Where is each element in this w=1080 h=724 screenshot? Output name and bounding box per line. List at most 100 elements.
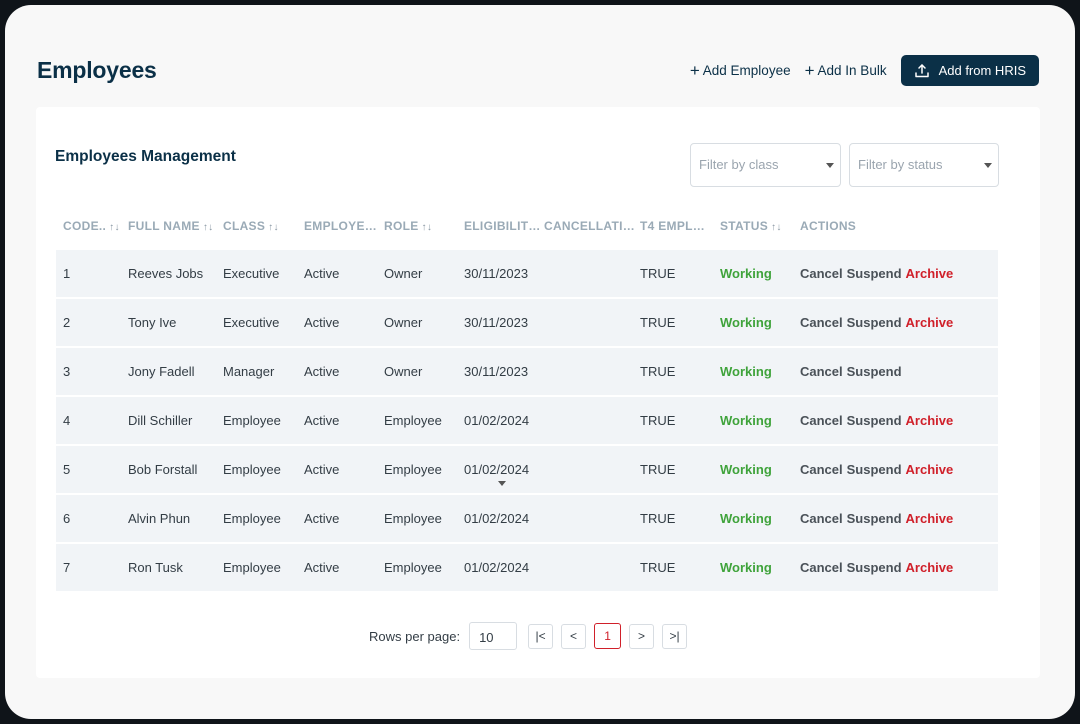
- cell-code: 5: [63, 462, 71, 477]
- table-row[interactable]: 2 Tony Ive Executive Active Owner 30/11/…: [56, 299, 998, 346]
- cancel-button[interactable]: Cancel: [800, 560, 843, 575]
- sort-icon: ↑↓: [109, 222, 120, 233]
- add-in-bulk-label: Add In Bulk: [817, 63, 887, 78]
- cell-employment: Active: [304, 315, 340, 330]
- cancel-button[interactable]: Cancel: [800, 462, 843, 477]
- suspend-button[interactable]: Suspend: [846, 560, 902, 575]
- app-window: Employees + Add Employee + Add In Bulk A…: [5, 5, 1075, 719]
- column-header-status[interactable]: STATUS ↑↓: [720, 219, 782, 233]
- cell-employment: Active: [304, 560, 340, 575]
- status-badge: Working: [720, 511, 772, 526]
- add-employee-button[interactable]: + Add Employee: [690, 56, 791, 86]
- page-title: Employees: [37, 57, 157, 83]
- cell-t4: TRUE: [640, 511, 676, 526]
- cell-role: Employee: [384, 413, 442, 428]
- column-header-role[interactable]: ROLE ↑↓: [384, 219, 433, 233]
- suspend-button[interactable]: Suspend: [846, 266, 902, 281]
- cancel-button[interactable]: Cancel: [800, 511, 843, 526]
- cell-actions: Cancel Suspend Archive: [800, 266, 957, 281]
- sort-icon: ↑↓: [771, 222, 782, 233]
- rows-per-page-label: Rows per page:: [369, 628, 461, 644]
- cell-code: 2: [63, 315, 71, 330]
- status-badge: Working: [720, 462, 772, 477]
- column-header-full-name[interactable]: FULL NAME ↑↓: [128, 219, 214, 233]
- caret-down-icon: [826, 163, 834, 168]
- cancel-button[interactable]: Cancel: [800, 266, 843, 281]
- rows-per-page-input[interactable]: 10: [469, 622, 518, 650]
- cell-code: 1: [63, 266, 71, 281]
- column-header-employment[interactable]: EMPLOYE…: [304, 219, 378, 233]
- cell-eligibility: 01/02/2024: [464, 462, 530, 477]
- next-page-button[interactable]: >: [629, 623, 655, 649]
- cell-t4: TRUE: [640, 462, 676, 477]
- chevron-left-icon: <: [570, 629, 578, 643]
- add-from-hris-button[interactable]: Add from HRIS: [900, 55, 1039, 86]
- add-in-bulk-button[interactable]: + Add In Bulk: [805, 56, 887, 86]
- cell-class: Employee: [223, 560, 281, 575]
- previous-page-button[interactable]: <: [561, 623, 587, 649]
- column-header-actions: ACTIONS: [800, 219, 857, 233]
- table-row[interactable]: 6 Alvin Phun Employee Active Employee 01…: [56, 495, 998, 542]
- archive-button[interactable]: Archive: [905, 462, 954, 477]
- cell-actions: Cancel Suspend Archive: [800, 315, 957, 330]
- table-row[interactable]: 3 Jony Fadell Manager Active Owner 30/11…: [56, 348, 998, 395]
- sort-icon: ↑↓: [268, 222, 279, 233]
- cell-class: Employee: [223, 462, 281, 477]
- cancel-button[interactable]: Cancel: [800, 315, 843, 330]
- cancel-button[interactable]: Cancel: [800, 364, 843, 379]
- cell-eligibility: 30/11/2023: [464, 364, 529, 379]
- suspend-button[interactable]: Suspend: [846, 462, 902, 477]
- column-header-t4-employment[interactable]: T4 EMPL…: [640, 219, 706, 233]
- cell-t4: TRUE: [640, 364, 676, 379]
- last-page-icon: >|: [669, 629, 680, 643]
- add-from-hris-label: Add from HRIS: [938, 63, 1026, 78]
- table-row[interactable]: 7 Ron Tusk Employee Active Employee 01/0…: [56, 544, 998, 591]
- suspend-button[interactable]: Suspend: [846, 511, 902, 526]
- archive-button[interactable]: Archive: [905, 266, 954, 281]
- cell-role: Owner: [384, 266, 423, 281]
- table-row[interactable]: 4 Dill Schiller Employee Active Employee…: [56, 397, 998, 444]
- status-badge: Working: [720, 315, 772, 330]
- column-header-code[interactable]: CODE.. ↑↓: [63, 219, 120, 233]
- cell-actions: Cancel Suspend: [800, 364, 906, 379]
- cell-employment: Active: [304, 266, 340, 281]
- status-badge: Working: [720, 413, 772, 428]
- cell-t4: TRUE: [640, 413, 676, 428]
- cell-role: Owner: [384, 364, 423, 379]
- cell-class: Employee: [223, 413, 281, 428]
- table-row[interactable]: 1 Reeves Jobs Executive Active Owner 30/…: [56, 250, 998, 297]
- table-row[interactable]: 5 Bob Forstall Employee Active Employee …: [56, 446, 998, 493]
- cell-code: 3: [63, 364, 71, 379]
- last-page-button[interactable]: >|: [662, 623, 688, 649]
- cell-class: Executive: [223, 266, 280, 281]
- first-page-button[interactable]: |<: [528, 623, 554, 649]
- cell-role: Employee: [384, 560, 442, 575]
- caret-down-icon: [498, 481, 506, 486]
- archive-button[interactable]: Archive: [905, 560, 954, 575]
- status-badge: Working: [720, 266, 772, 281]
- status-badge: Working: [720, 560, 772, 575]
- page-button-current[interactable]: 1: [594, 623, 622, 649]
- sort-icon: ↑↓: [202, 222, 214, 233]
- column-header-cancellation[interactable]: CANCELLATI…: [544, 219, 636, 233]
- filter-by-class-select[interactable]: Filter by class: [690, 143, 841, 187]
- cell-t4: TRUE: [640, 266, 676, 281]
- suspend-button[interactable]: Suspend: [846, 413, 902, 428]
- cancel-button[interactable]: Cancel: [800, 413, 843, 428]
- employees-management-card: Employees Management Filter by class Fil…: [36, 107, 1040, 678]
- suspend-button[interactable]: Suspend: [846, 364, 902, 379]
- suspend-button[interactable]: Suspend: [846, 315, 902, 330]
- cell-full-name: Dill Schiller: [128, 413, 193, 428]
- cell-employment: Active: [304, 511, 340, 526]
- plus-icon: +: [689, 61, 700, 80]
- table-body: 1 Reeves Jobs Executive Active Owner 30/…: [56, 250, 998, 593]
- archive-button[interactable]: Archive: [905, 315, 954, 330]
- column-header-class[interactable]: CLASS ↑↓: [223, 219, 279, 233]
- archive-button[interactable]: Archive: [905, 511, 954, 526]
- filter-by-status-select[interactable]: Filter by status: [849, 143, 999, 187]
- table-header: CODE.. ↑↓ FULL NAME ↑↓ CLASS ↑↓ EMPLOYE… RO…: [56, 213, 998, 237]
- column-header-eligibility[interactable]: ELIGIBILIT…: [464, 219, 541, 233]
- archive-button[interactable]: Archive: [905, 413, 954, 428]
- top-actions: + Add Employee + Add In Bulk Add from HR…: [690, 55, 1039, 86]
- cell-code: 7: [63, 560, 71, 575]
